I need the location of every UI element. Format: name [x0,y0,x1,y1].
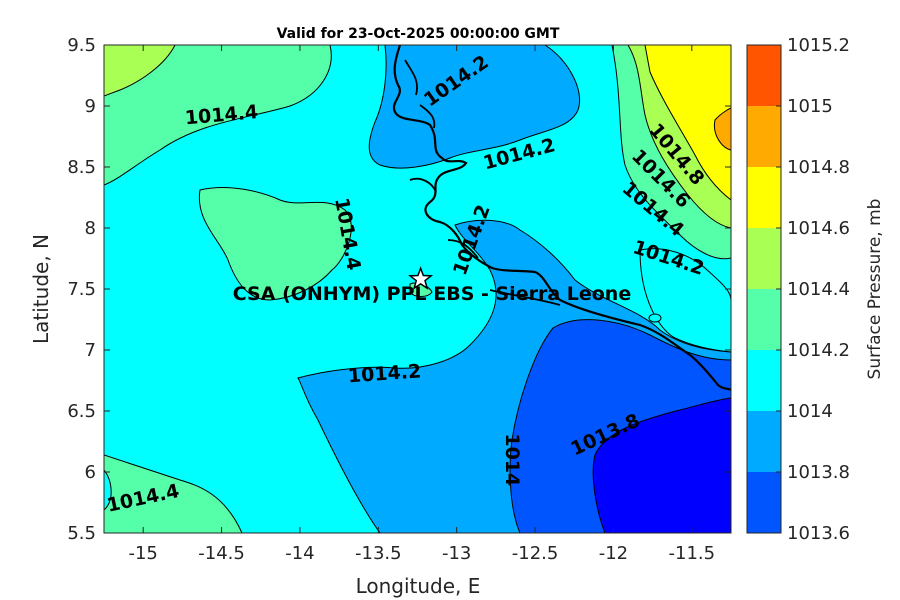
y-axis-ticks: 9.5 9 8.5 8 7.5 7 6.5 6 5.5 [67,35,731,544]
contour-field [104,45,731,533]
x-tick-label: -14 [285,543,314,564]
contour-fill-1014-8-east [644,45,731,201]
colorbar-tick-label: 1015.2 [787,35,850,56]
site-marker-group: CSA (ONHYM) PPL EBS - Sierra Leone [233,266,631,305]
x-tick-label: -12 [599,543,628,564]
y-axis-label: Latitude, N [29,234,53,344]
y-tick-label: 8 [85,218,96,239]
x-tick-label: -13.5 [355,543,402,564]
colorbar-tick-label: 1014.6 [787,218,850,239]
contour-label: 1014 [501,433,523,486]
coastline [392,45,731,391]
y-tick-label: 9.5 [67,35,96,56]
contour-fill-1014-6-nw [104,45,176,97]
colorbar-swatch [747,45,781,107]
coastline-rivers [404,59,561,306]
contour-fill-1014-4-nw [104,45,332,186]
x-tick-label: -11.5 [669,543,716,564]
colorbar-swatch [747,350,781,412]
colorbar-tick-label: 1014.8 [787,157,850,178]
colorbar-swatch [747,289,781,351]
colorbar: 1015.2 1015 1014.8 1014.6 1014.4 1014.2 1014 10… [746,35,850,544]
x-axis-ticks: -15 -14.5 -14 -13.5 -13 -12.5 -12 -11.5 [128,45,715,564]
colorbar-label: Surface Pressure, mb [865,199,885,380]
colorbar-swatch [747,472,781,534]
y-tick-label: 7.5 [67,279,96,300]
contour-fill-1015-east [713,107,731,151]
colorbar-tick-label: 1013.8 [787,462,850,483]
colorbar-tick-label: 1014.4 [787,279,850,300]
star-icon [408,266,434,290]
site-label: CSA (ONHYM) PPL EBS - Sierra Leone [233,283,631,305]
colorbar-tick-label: 1015 [787,96,833,117]
contour-fill-1014-4-island [198,187,352,301]
x-axis-label: Longitude, E [356,574,481,598]
colorbar-tick-label: 1014.2 [787,340,850,361]
y-tick-label: 9 [85,96,96,117]
x-tick-label: -13 [442,543,471,564]
colorbar-swatch [747,228,781,290]
x-tick-label: -14.5 [198,543,245,564]
colorbar-swatch [747,411,781,473]
contour-fill-1014-4-sw [104,454,243,533]
y-tick-label: 6 [85,462,96,483]
x-tick-label: -15 [128,543,157,564]
contour-fill-1013-6 [592,397,731,533]
contour-fill-1014-2-islet [648,313,662,323]
y-tick-label: 8.5 [67,157,96,178]
x-tick-label: -12.5 [512,543,559,564]
map-title: Valid for 23-Oct-2025 00:00:00 GMT [277,26,560,42]
colorbar-swatch [747,106,781,168]
colorbar-tick-label: 1014 [787,401,833,422]
colorbar-tick-label: 1013.6 [787,523,850,544]
y-tick-label: 7 [85,340,96,361]
y-tick-label: 6.5 [67,401,96,422]
contour-label: 1014.2 [347,360,422,387]
colorbar-swatch [747,167,781,229]
contour-fill-1014-nc [368,45,580,169]
y-tick-label: 5.5 [67,523,96,544]
